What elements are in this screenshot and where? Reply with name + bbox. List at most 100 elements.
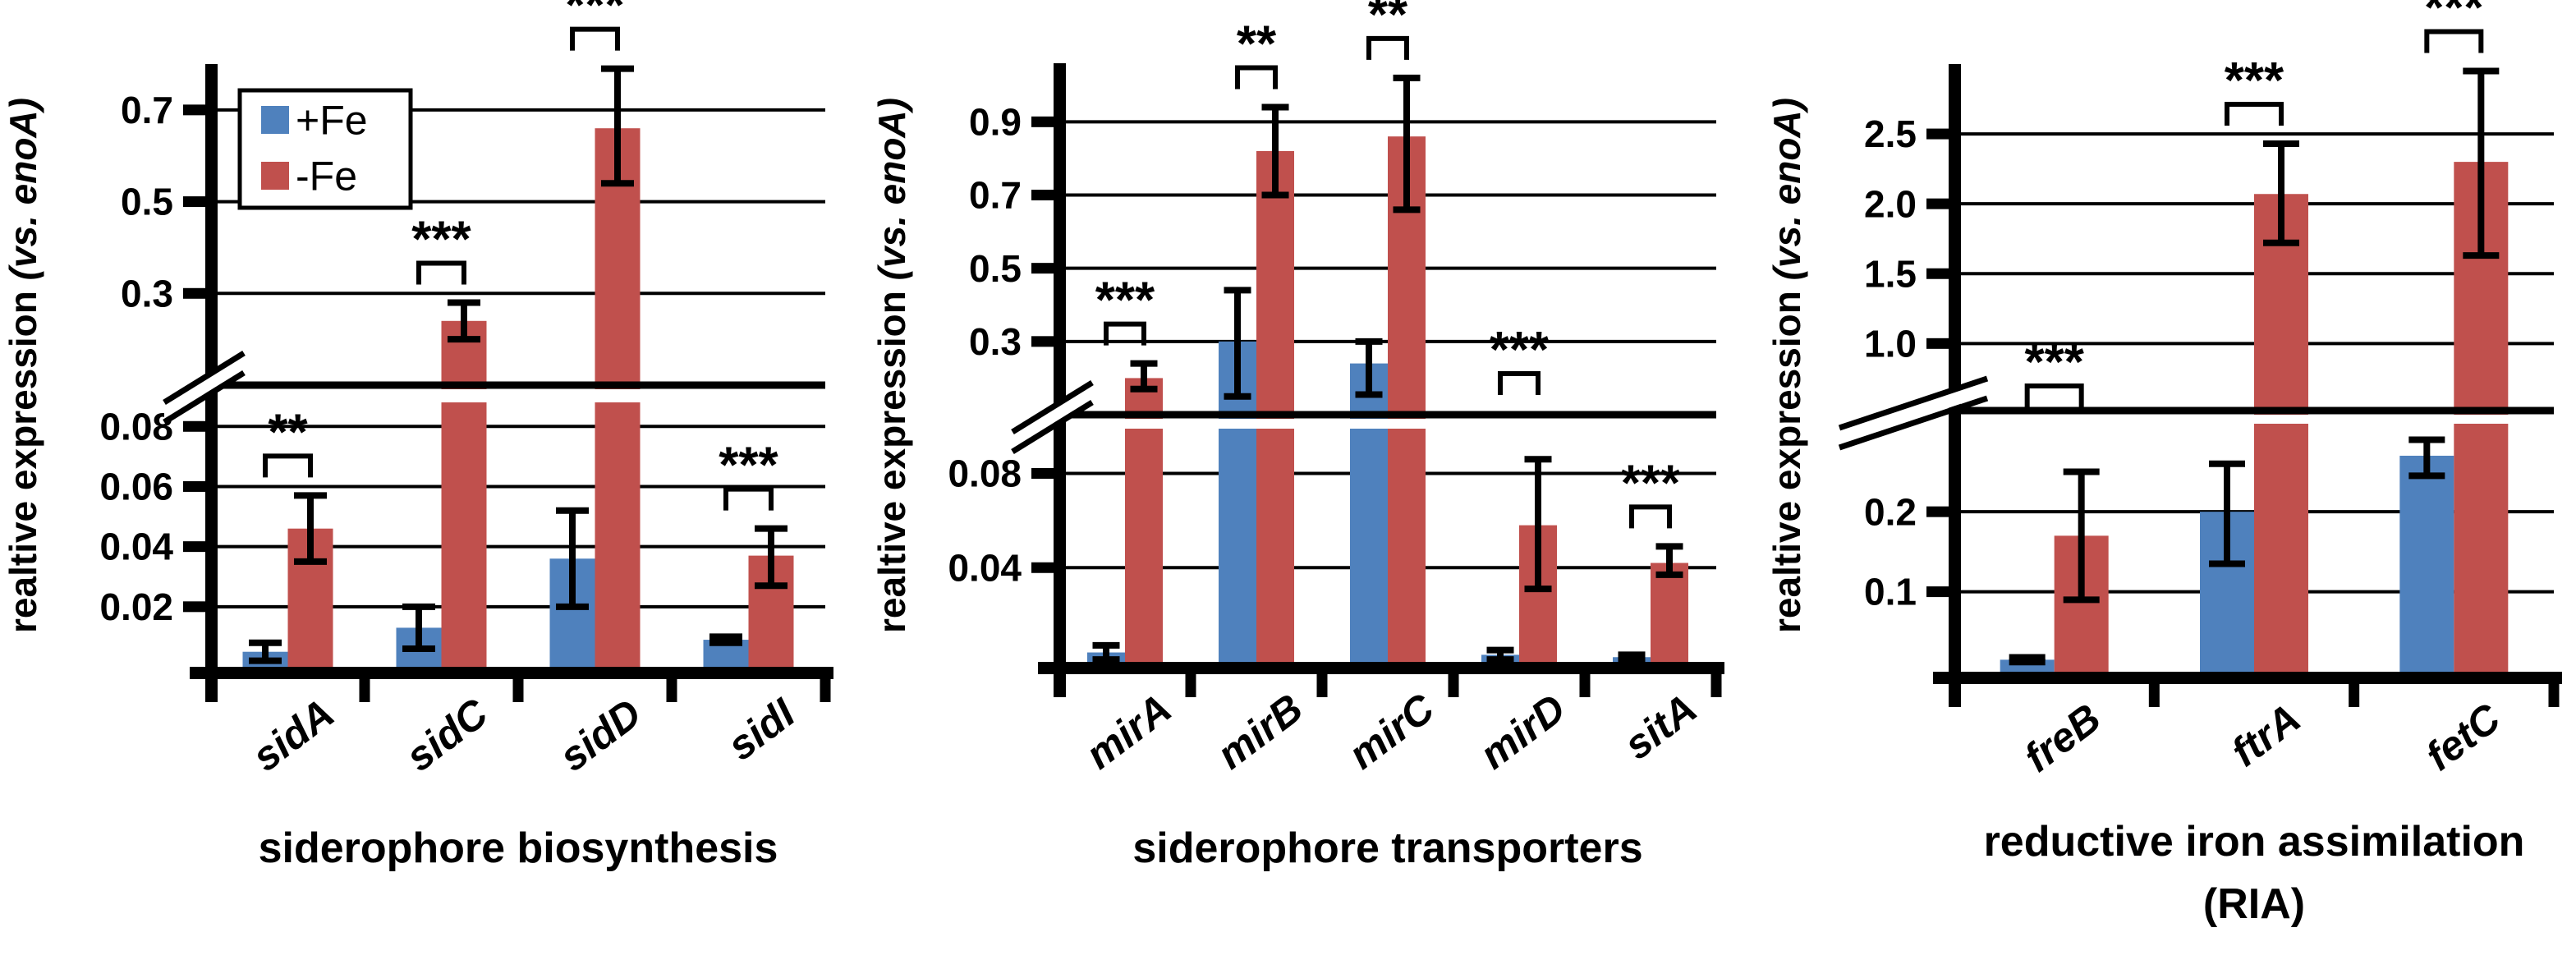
y-tick-label: 0.7: [969, 174, 1022, 217]
x-tick: [1710, 674, 1722, 697]
y-axis: [1054, 63, 1066, 697]
x-tick-label-mirA: mirA: [1077, 685, 1180, 778]
sig-bracket-sitA: [1629, 504, 1672, 529]
sig-stars-fetC: ***: [2424, 0, 2484, 37]
sig-stars-mirD: ***: [1490, 322, 1550, 379]
sig-stars-sitA: ***: [1621, 455, 1681, 512]
sig-stars-sidI: ***: [719, 438, 778, 494]
axis-break-slash-icon: [1838, 375, 1989, 431]
y-tick: [1031, 336, 1054, 347]
bar-minusfe-mirB-lower: [1256, 429, 1294, 662]
sig-bracket-mirA: [1104, 321, 1146, 346]
y-axis-title-normal: realtive expression: [870, 280, 913, 633]
y-tick-label: 0.06: [99, 466, 173, 508]
y-axis-title-italic: (vs. enoA): [870, 98, 913, 280]
x-tick-label-sidI: sidI: [719, 689, 804, 769]
legend: +Fe -Fe: [237, 88, 413, 210]
y-axis-title-chart1: realtive expression (vs. enoA): [2, 98, 44, 633]
y-tick-label: 0.2: [1864, 490, 1917, 533]
axis-break-slash-icon: [1838, 395, 1989, 451]
bar-minusfe-mirA-lower: [1125, 429, 1163, 662]
y-tick: [183, 287, 206, 299]
x-tick-label-freB: freB: [2016, 695, 2110, 781]
x-tick-label-ftrA: ftrA: [2223, 695, 2309, 775]
y-tick-label: 0.5: [121, 181, 173, 223]
group-title-biosynthesis: siderophore biosynthesis: [259, 824, 778, 872]
sig-bracket-sidC: [416, 260, 466, 285]
y-tick-label: 2.0: [1864, 182, 1917, 225]
x-tick: [2548, 684, 2560, 707]
chart-siderophore-transporters: 0.3 0.5 0.7 0.9 0.04 0.08 mirA mirB mirC mirD sitA…: [948, 0, 1724, 778]
sig-bracket-fetC: [2424, 29, 2484, 53]
y-tick: [1926, 506, 1949, 517]
y-tick-label: 1.0: [1864, 322, 1917, 365]
y-tick: [1926, 198, 1949, 209]
group-title-ria-line1: reductive iron assimilation: [1984, 818, 2525, 866]
bar-plusfe-fetC: [2399, 455, 2454, 672]
axis-break-slash-icon: [1011, 400, 1094, 454]
legend-minusfe-label: -Fe: [296, 154, 357, 200]
bar-minusfe-mirC-lower: [1388, 429, 1426, 662]
y-tick: [1031, 468, 1054, 480]
sig-bracket-sidI: [723, 486, 774, 511]
y-tick: [183, 420, 206, 432]
sig-bracket-freB: [2024, 383, 2084, 407]
y-tick-label: 0.5: [969, 247, 1022, 290]
x-tick: [2349, 684, 2360, 707]
y-tick-label: 0.7: [121, 89, 173, 131]
x-tick: [2148, 684, 2160, 707]
bar-plusfe-mirC-lower: [1350, 429, 1388, 662]
y-tick: [183, 196, 206, 208]
sig-stars-mirA: ***: [1095, 273, 1155, 329]
legend-minusfe-swatch-icon: [261, 162, 289, 190]
x-axis: [1933, 672, 2562, 684]
bar-plusfe-mirB-lower: [1219, 429, 1256, 662]
x-tick: [1185, 674, 1196, 697]
y-tick: [1926, 338, 1949, 349]
group-title-transporters: siderophore transporters: [1132, 824, 1642, 872]
bar-minusfe-sidC-lower: [441, 402, 487, 667]
x-tick: [359, 679, 370, 702]
sig-stars-mirB: **: [1237, 16, 1277, 73]
x-tick: [1579, 674, 1591, 697]
y-axis-title-chart2: realtive expression (vs. enoA): [870, 98, 913, 633]
y-axis: [1949, 64, 1961, 707]
bar-minusfe-ftrA-lower: [2254, 424, 2308, 672]
x-tick: [1448, 674, 1459, 697]
y-tick: [1926, 268, 1949, 279]
y-tick-label: 0.3: [969, 320, 1022, 363]
y-tick: [183, 541, 206, 553]
sig-bracket-mirB: [1235, 65, 1278, 90]
x-tick: [820, 679, 831, 702]
x-tick-label-sidD: sidD: [551, 690, 650, 780]
legend-plusfe-label: +Fe: [296, 98, 368, 144]
y-tick-label: 0.04: [99, 526, 173, 568]
group-title-ria-line2: (RIA): [2203, 880, 2305, 928]
sig-bracket-mirD: [1498, 371, 1541, 395]
y-tick-label: 1.5: [1864, 252, 1917, 295]
x-axis: [1038, 662, 1724, 674]
bar-minusfe-sitA: [1651, 563, 1688, 662]
bar-minusfe-fetC-lower: [2454, 424, 2509, 672]
chart-reductive-iron-assimilation-ria-: 1.0 1.5 2.0 2.5 0.1 0.2 freB ftrA fetC *** *** ***: [1838, 0, 2562, 781]
y-tick-label: 0.9: [969, 100, 1022, 143]
sig-bracket-mirC: [1366, 35, 1409, 60]
sig-stars-sidA: **: [268, 404, 308, 461]
axis-break-slash-icon: [1011, 380, 1094, 434]
y-tick: [183, 480, 206, 492]
x-tick-label-mirB: mirB: [1209, 685, 1311, 778]
y-tick: [1031, 190, 1054, 200]
y-tick: [1926, 128, 1949, 140]
y-axis-title-italic: (vs. enoA): [1766, 98, 1808, 280]
sig-stars-freB: ***: [2024, 334, 2084, 391]
y-tick: [1031, 116, 1054, 127]
axis-break-gap: [164, 353, 244, 419]
axis-break-gap: [1012, 383, 1092, 448]
sig-bracket-sidA: [263, 453, 313, 478]
x-tick: [1316, 674, 1328, 697]
x-tick-label-mirD: mirD: [1472, 685, 1574, 778]
y-tick-label: 0.08: [99, 405, 173, 448]
y-tick-label: 0.04: [948, 546, 1022, 589]
